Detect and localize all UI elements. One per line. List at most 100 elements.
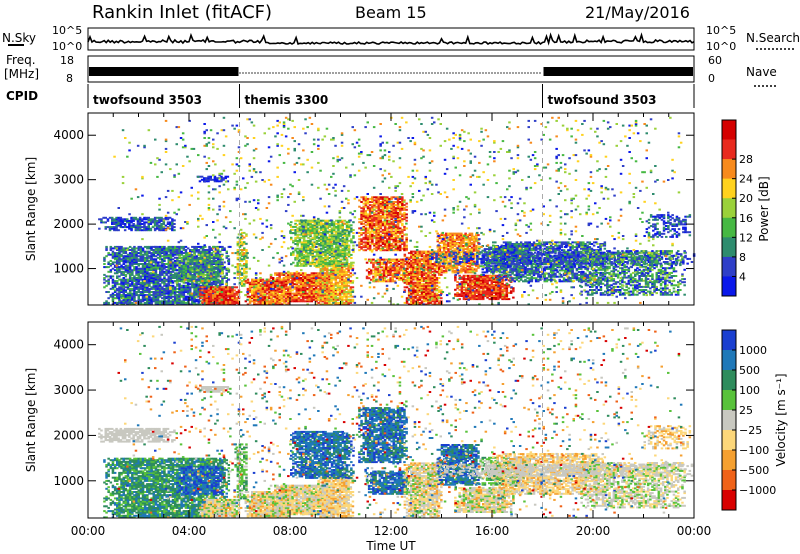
echo-cell xyxy=(180,284,183,287)
echo-cell xyxy=(137,277,140,279)
echo-cell xyxy=(161,289,164,292)
echo-cell xyxy=(240,258,244,261)
echo-cell xyxy=(368,233,372,236)
echo-cell xyxy=(231,287,234,290)
echo-cell xyxy=(103,286,106,289)
echo-cell xyxy=(113,247,117,250)
echo-cell xyxy=(335,238,338,241)
echo-cell xyxy=(365,261,369,264)
echo-cell xyxy=(111,280,115,283)
echo-cell xyxy=(212,255,216,258)
echo-cell xyxy=(298,250,302,253)
echo-cell xyxy=(320,241,323,244)
echo-cell xyxy=(220,292,224,295)
echo-cell xyxy=(255,283,258,286)
echo-cell xyxy=(306,292,309,295)
echo-cell xyxy=(171,219,174,222)
echo-cell xyxy=(118,252,121,255)
echo-cell xyxy=(167,275,170,278)
echo-cell xyxy=(322,239,325,242)
echo-cell xyxy=(307,258,310,261)
freq-high-block xyxy=(89,67,239,76)
echo-cell xyxy=(293,275,296,278)
echo-cell xyxy=(150,297,153,300)
echo-cell xyxy=(323,273,327,276)
echo-cell xyxy=(306,280,309,283)
echo-cell xyxy=(378,277,382,280)
echo-cell xyxy=(245,272,248,275)
echo-cell xyxy=(182,301,186,304)
echo-cell xyxy=(313,224,317,227)
echo-cell xyxy=(146,247,149,250)
echo-cell xyxy=(182,295,186,298)
echo-cell xyxy=(161,252,164,255)
echo-cell xyxy=(371,207,374,210)
echo-cell xyxy=(337,225,340,228)
echo-cell xyxy=(167,286,170,289)
echo-cell xyxy=(378,263,382,266)
echo-cell xyxy=(161,245,164,248)
echo-cell xyxy=(330,229,334,231)
echo-cell xyxy=(374,266,377,269)
echo-cell xyxy=(381,249,385,252)
echo-cell xyxy=(193,295,196,298)
echo-cell xyxy=(189,255,192,258)
echo-cell xyxy=(347,295,350,298)
echo-cell xyxy=(405,202,408,205)
echo-cell xyxy=(343,241,347,244)
echo-cell xyxy=(131,255,134,258)
echo-cell xyxy=(214,297,217,300)
echo-cell xyxy=(236,264,240,267)
echo-cell xyxy=(394,236,398,239)
echo-cell xyxy=(201,247,205,250)
echo-cell xyxy=(375,213,378,216)
echo-cell xyxy=(324,230,327,233)
echo-cell xyxy=(302,284,305,287)
echo-cell xyxy=(309,221,312,224)
echo-cell xyxy=(308,275,311,278)
echo-cell xyxy=(309,246,312,249)
echo-cell xyxy=(139,252,143,255)
echo-cell xyxy=(214,298,217,301)
echo-cell xyxy=(255,280,258,283)
echo-cell xyxy=(296,264,299,267)
echo-cell xyxy=(212,250,216,253)
echo-cell xyxy=(287,286,290,289)
echo-cell xyxy=(113,218,116,221)
echo-cell xyxy=(347,291,350,293)
echo-cell xyxy=(176,301,179,304)
echo-cell xyxy=(116,272,119,275)
echo-cell xyxy=(133,269,136,272)
echo-cell xyxy=(191,281,194,284)
echo-cell xyxy=(117,219,120,222)
echo-cell xyxy=(149,223,153,225)
echo-cell xyxy=(284,278,288,281)
echo-cell xyxy=(266,286,269,289)
echo-cell xyxy=(150,253,153,256)
echo-cell xyxy=(143,287,147,290)
echo-cell xyxy=(300,243,304,245)
echo-cell xyxy=(317,298,320,301)
echo-cell xyxy=(390,233,393,236)
echo-cell xyxy=(377,216,380,219)
echo-cell xyxy=(182,294,186,297)
echo-cell xyxy=(338,277,342,279)
echo-cell xyxy=(317,301,320,304)
echo-cell xyxy=(186,292,190,295)
echo-cell xyxy=(368,227,372,230)
echo-cell xyxy=(180,267,183,270)
echo-cell xyxy=(116,266,119,269)
echo-cell xyxy=(330,264,334,267)
echo-cell xyxy=(289,272,292,275)
echo-cell xyxy=(199,281,203,284)
echo-cell xyxy=(347,263,351,266)
echo-cell xyxy=(128,259,132,262)
echo-cell xyxy=(336,292,340,295)
echo-cell xyxy=(227,301,230,304)
echo-cell xyxy=(212,263,216,265)
echo-cell xyxy=(379,235,383,238)
echo-cell xyxy=(217,278,220,281)
echo-cell xyxy=(197,260,201,263)
echo-cell xyxy=(120,272,123,275)
echo-cell xyxy=(219,245,222,248)
